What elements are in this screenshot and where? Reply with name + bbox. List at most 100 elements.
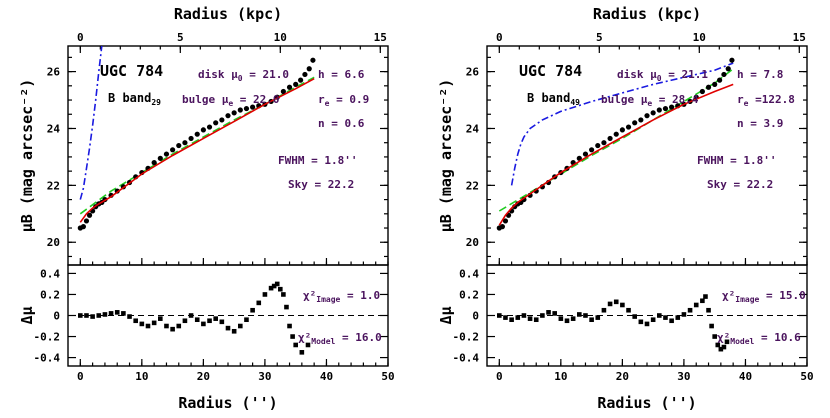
panel2-bulge-mue: bulge μe = 28.4 [601,93,699,108]
panel1-residual-point [176,323,182,329]
panel2-chi-model: χ²Model = 10.6 [717,331,801,346]
panel2-residual-point [509,317,514,323]
panel1-lower-ylabel: Δμ [18,306,36,324]
panel2-data-point [699,88,705,95]
panel1-ytick-label: 26 [47,66,61,79]
panel2-residual-point [675,315,681,320]
panel1-residual-point [256,300,262,306]
panel1-bulge-mue: bulge μe = 22.0 [182,93,280,108]
panel2-xtick-label: 40 [739,370,752,383]
panel1-data-point [286,84,293,90]
panel1-data-point [302,71,308,78]
panel1-xtick-label: 20 [197,370,210,383]
panel2-residual-point [540,313,545,318]
panel1-disk-mu0: disk μ0 = 21.0 [198,68,289,83]
panel2-disk-mu0: disk μ0 = 21.1 [617,68,708,83]
panel1-residual-ytick-label: -0.2 [34,331,61,344]
panel1-top-axis-title: Radius (kpc) [174,5,282,23]
panel1-xtick-label: 30 [258,370,271,383]
panel2-xtick-label: 20 [616,370,629,383]
panel1-sky: Sky = 22.2 [288,178,354,191]
panel1-data-point [293,81,299,87]
panel1-residual-point [250,307,255,313]
panel1-residual-point [182,318,188,324]
panel2-xtick-label: 10 [554,370,567,383]
panel2-data-point [712,81,718,87]
panel2-galaxy-name: UGC 784 [519,62,582,80]
panel1-residual-ytick-label: 0 [53,310,60,323]
panel1-ytick-label: 22 [47,179,60,192]
panel2-data-point [595,142,601,149]
panel2-total-fit-line [498,83,734,226]
panel2-residual-point [718,346,724,352]
panel2-residual-point [657,313,662,318]
panel1-data-point [280,88,286,95]
panel2-residual-point [564,318,570,324]
panel2-residual-point [706,307,711,313]
panel1-bulge-re: re = 0.9 [318,93,369,108]
panel1-data-point [182,140,188,146]
panel2-residual-point [693,302,699,308]
panel1-residual-point [201,321,206,327]
panel2-xtick-label: 50 [800,370,813,383]
panel1-residual-point [262,292,268,297]
panel2-data-point [729,57,735,63]
panel2-data-point [625,124,632,130]
panel1-residual-point [139,321,145,327]
panel1-residual-point [194,317,200,323]
panel1-residual-point [278,286,283,292]
panel1-residual-point [127,314,132,319]
panel2-data-point [613,131,619,137]
panel1-residual-point [268,285,274,291]
panel1-residual-point [231,328,237,334]
panel1-residual-point [84,313,89,318]
panel1-residual-point [170,326,175,332]
panel1-data-point [188,135,194,142]
panel1-data-point [176,142,182,149]
panel2-kpc-tick-label: 0 [496,31,503,44]
panel1-data-point [243,105,250,112]
panel1-residual-point [219,319,225,325]
panel1-residual-ytick-label: 0.4 [40,267,60,280]
panel2-residual-point [583,313,588,318]
panel1-residual-point [213,316,218,321]
panel1-band-label: B band29 [108,91,161,107]
panel2-residual-point [620,302,625,308]
panel1-residual-point [207,318,212,324]
panel1-disk-fit-line [79,76,315,215]
panel2-bulge-fit-line [510,62,734,186]
panel2-data-point [582,151,589,157]
panel2-bottom-axis-title: Radius ('') [597,394,696,412]
panel2-ytick-label: 20 [466,236,479,249]
panel1-residual-point [151,320,157,326]
panel2-data-point [669,104,675,110]
panel2-data-point [601,140,607,146]
panel2-residual-point [644,321,650,327]
panel2-ytick-label: 22 [466,179,479,192]
panel2-residual-point [570,316,576,321]
panel2-data-point [721,71,727,78]
panel1-residual-point [238,323,243,329]
panel1-residual-ytick-label: 0.2 [40,288,60,301]
panel1-residual-point [290,334,295,339]
panel2-residual-point [552,311,557,316]
panel2-residual-point [589,317,594,323]
panel1-data-point [237,107,243,113]
panel1-data-point [151,160,157,166]
panel2-bulge-re: re =122.8 [737,93,795,108]
panel1-residual-point [164,323,169,329]
panel2-fwhm: FWHM = 1.8'' [697,154,776,167]
panel1-data-point [163,151,170,157]
panel1-data-point [200,127,206,133]
panel2-xtick-label: 0 [496,370,503,383]
panel2-residual-point [521,313,527,318]
panel1-data-point [231,110,237,116]
panel1-residual-point [102,312,108,317]
panel1-residual-point [158,316,163,321]
panel2-data-point [619,127,625,133]
panel1-residual-point [287,323,292,329]
panel2-data-point [705,84,712,90]
panel2-residual-point [533,317,539,323]
panel1-total-fit-line [79,77,315,223]
